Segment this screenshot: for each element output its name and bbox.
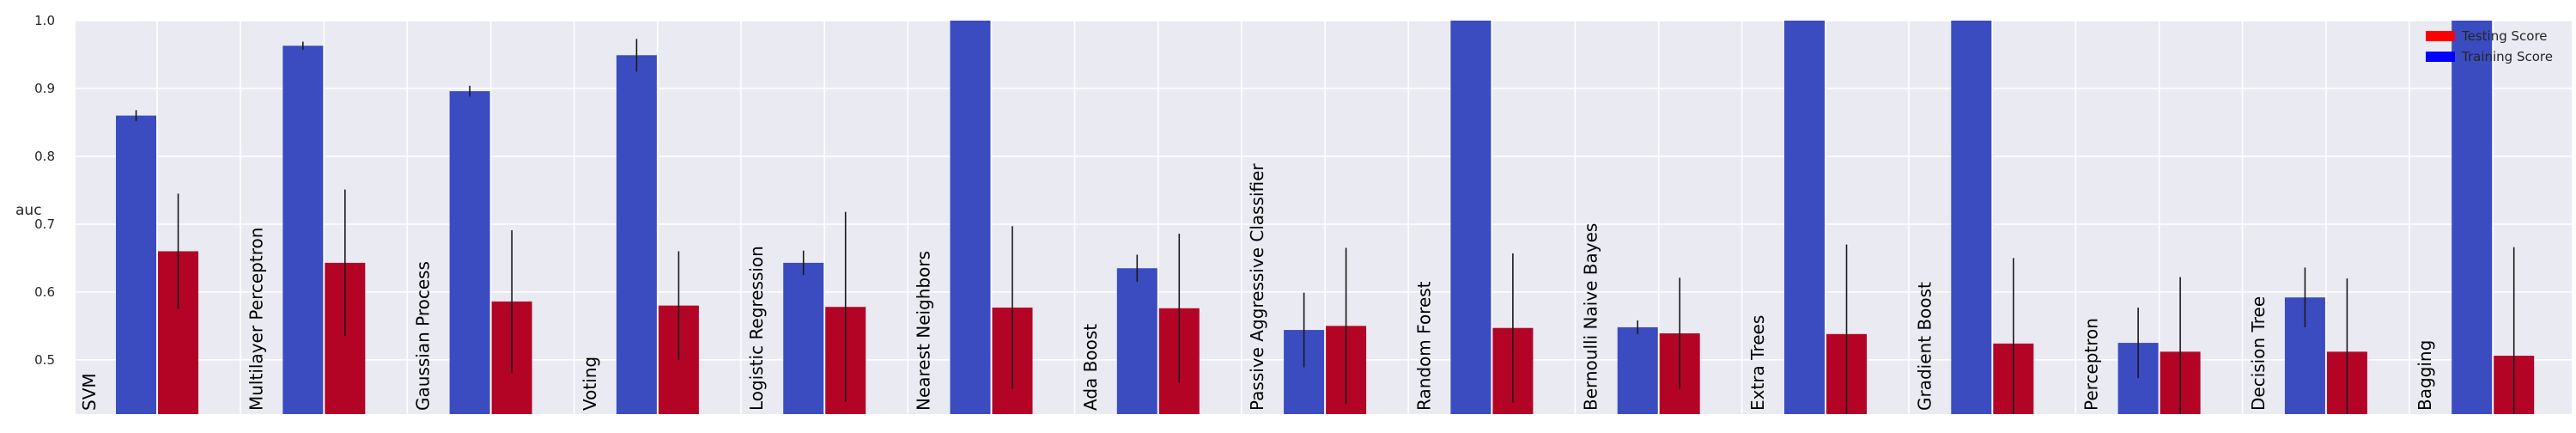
training-bar — [283, 46, 324, 414]
training-bar — [1784, 21, 1825, 414]
category-label: Bagging — [2415, 340, 2435, 411]
category-labels: SVM Multilayer Perceptron Gaussian Process… — [79, 163, 2435, 411]
category-label: Decision Tree — [2248, 296, 2269, 411]
category-label: Perceptron — [2081, 318, 2102, 411]
category-label: Gradient Boost — [1914, 282, 1935, 411]
error-bars — [135, 39, 2515, 414]
bars — [116, 21, 2535, 415]
category-label: Logistic Regression — [746, 246, 767, 411]
legend-label: Testing Score — [2461, 28, 2548, 44]
y-tick-label: 1.0 — [34, 13, 55, 28]
y-tick-label: 0.7 — [34, 216, 55, 232]
training-bar — [1450, 21, 1492, 414]
legend-swatch — [2426, 52, 2455, 62]
training-bar — [616, 55, 657, 415]
y-axis: 0.5 0.6 0.7 0.8 0.9 1.0 auc — [15, 13, 55, 368]
training-bar — [1951, 21, 1992, 414]
category-label: Voting — [580, 357, 600, 411]
y-tick-label: 0.8 — [34, 149, 55, 164]
category-label: Extra Trees — [1747, 315, 1768, 411]
training-bar — [2451, 21, 2493, 414]
legend-swatch — [2426, 31, 2455, 41]
training-bar — [950, 21, 991, 414]
category-label: Bernoulli Naive Bayes — [1581, 223, 1601, 411]
legend-label: Training Score — [2461, 49, 2553, 64]
y-tick-label: 0.6 — [34, 284, 55, 300]
y-tick-label: 0.9 — [34, 81, 55, 96]
training-bar — [1617, 326, 1658, 414]
category-label: Passive Aggressive Classifier — [1247, 163, 1267, 411]
training-bar — [449, 91, 490, 414]
category-label: Gaussian Process — [413, 261, 434, 411]
category-label: Multilayer Perceptron — [246, 228, 266, 411]
category-label: Ada Boost — [1080, 324, 1101, 411]
y-axis-label: auc — [15, 202, 42, 219]
grid-lines — [76, 20, 2572, 414]
category-label: SVM — [79, 373, 100, 411]
training-bar — [783, 262, 824, 414]
category-label: Nearest Neighbors — [914, 251, 934, 411]
category-label: Random Forest — [1413, 281, 1434, 411]
training-bar — [1116, 268, 1157, 414]
legend[interactable]: Testing Score Training Score — [2426, 28, 2553, 64]
training-bar — [116, 115, 156, 414]
y-tick-label: 0.5 — [34, 352, 55, 368]
